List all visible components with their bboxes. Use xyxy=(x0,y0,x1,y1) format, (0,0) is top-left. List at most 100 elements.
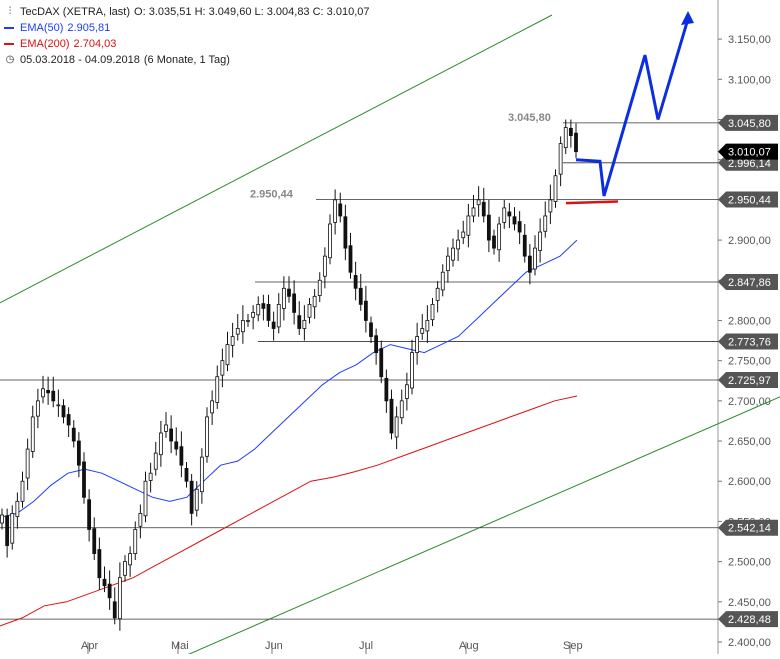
candle-body xyxy=(533,247,537,270)
y-tick-label: 2.650,00 xyxy=(728,436,771,448)
candle-body xyxy=(158,432,163,456)
x-tick-label: Jun xyxy=(265,640,283,652)
candle-body xyxy=(246,320,250,322)
candle-body xyxy=(558,143,563,175)
y-tick-label: 2.500,00 xyxy=(728,557,771,569)
candle-body xyxy=(517,221,522,233)
candle-body xyxy=(435,287,440,301)
candle-body xyxy=(338,203,343,217)
y-tick-label: 2.700,00 xyxy=(728,396,771,408)
candle-body xyxy=(527,255,532,273)
candle-body xyxy=(440,271,445,291)
y-tick-label: 2.400,00 xyxy=(728,637,771,649)
candle-body xyxy=(0,514,4,524)
candle-body xyxy=(307,303,312,318)
candle-body xyxy=(399,400,404,419)
candle-body xyxy=(553,175,558,202)
candlestick-icon: ⫶ xyxy=(8,6,12,17)
level-price-label: 3.045,80 xyxy=(728,118,771,130)
y-tick-label: 3.100,00 xyxy=(728,74,771,86)
candle-body xyxy=(189,480,194,514)
candle-body xyxy=(235,328,240,335)
candle-body xyxy=(322,255,327,277)
candle-body xyxy=(82,461,86,498)
candle-body xyxy=(415,336,420,354)
candle-body xyxy=(30,416,35,452)
level-price-tag xyxy=(718,333,778,350)
candle-body xyxy=(456,239,461,250)
candle-body xyxy=(169,428,174,442)
level-price-label: 2.428,48 xyxy=(728,614,771,626)
candle-body xyxy=(476,199,481,206)
candle-body xyxy=(56,404,61,407)
level-price-label: 2.542,14 xyxy=(728,523,771,535)
candle-body xyxy=(466,215,471,236)
candle-body xyxy=(143,480,148,517)
candle-body xyxy=(194,488,199,511)
candle-body xyxy=(379,348,384,378)
candle-body xyxy=(502,207,507,223)
legend-ema200-label: EMA(200) xyxy=(20,38,70,50)
candle-body xyxy=(133,529,138,554)
candle-body xyxy=(492,235,496,249)
candle-body xyxy=(486,214,491,241)
candle-body xyxy=(199,456,204,493)
candle-body xyxy=(220,360,225,376)
candle-body xyxy=(10,512,15,544)
channel-upper-line xyxy=(0,14,553,304)
candle-body xyxy=(35,400,40,417)
legend-ema50-label: EMA(50) xyxy=(20,22,64,34)
candle-body xyxy=(164,424,168,432)
candle-body xyxy=(292,293,297,313)
candle-body xyxy=(343,216,348,249)
candle-body xyxy=(312,295,317,308)
y-tick-label: 2.800,00 xyxy=(728,315,771,327)
candle-body xyxy=(123,561,127,576)
level-price-tag xyxy=(718,611,778,628)
candle-body xyxy=(240,320,245,333)
candle-body xyxy=(102,578,107,587)
candle-body xyxy=(404,384,409,399)
y-tick-label: 2.450,00 xyxy=(728,597,771,609)
candle-body xyxy=(507,211,512,217)
candle-body xyxy=(66,414,71,426)
support-marker xyxy=(565,200,619,205)
candle-body xyxy=(410,352,414,389)
candle-body xyxy=(574,132,578,153)
candle-body xyxy=(276,303,281,328)
legend-ema50-row: EMA(50) 2.905,81 xyxy=(4,20,369,36)
candle-body xyxy=(538,231,543,251)
x-tick-label: Aug xyxy=(459,640,479,652)
candle-body xyxy=(374,335,379,354)
candle-body xyxy=(568,127,573,136)
y-tick-label: 3.150,00 xyxy=(728,34,771,46)
candle-body xyxy=(148,472,153,481)
candle-body xyxy=(92,528,97,554)
candle-body xyxy=(5,515,10,546)
legend-period-row: ◷ 05.03.2018 - 04.09.2018 (6 Monate, 1 T… xyxy=(4,52,369,68)
level-price-tag xyxy=(718,273,778,290)
legend-ema200-row: EMA(200) 2.704,03 xyxy=(4,36,369,52)
candle-body xyxy=(87,499,92,530)
current-price-tag xyxy=(718,143,778,160)
legend-title-row: ⫶ TecDAX (XETRA, last) O: 3.035,51 H: 3.… xyxy=(4,4,370,20)
level-price-label: 2.950,44 xyxy=(728,195,771,207)
candle-body xyxy=(46,389,51,394)
candle-body xyxy=(302,320,307,329)
ema50-line xyxy=(0,239,578,518)
candle-body xyxy=(287,288,291,297)
candle-body xyxy=(138,512,143,527)
candle-body xyxy=(25,448,30,479)
x-tick-label: Jul xyxy=(359,640,373,652)
candle-body xyxy=(20,480,25,502)
chart-legend: ⫶ TecDAX (XETRA, last) O: 3.035,51 H: 3.… xyxy=(4,4,369,68)
level-price-tag xyxy=(718,191,778,208)
level-price-label: 2.847,86 xyxy=(728,277,771,289)
candle-body xyxy=(425,320,430,332)
candle-body xyxy=(251,312,256,318)
candle-body xyxy=(117,577,122,620)
candle-body xyxy=(497,223,502,251)
candle-body xyxy=(363,300,368,321)
